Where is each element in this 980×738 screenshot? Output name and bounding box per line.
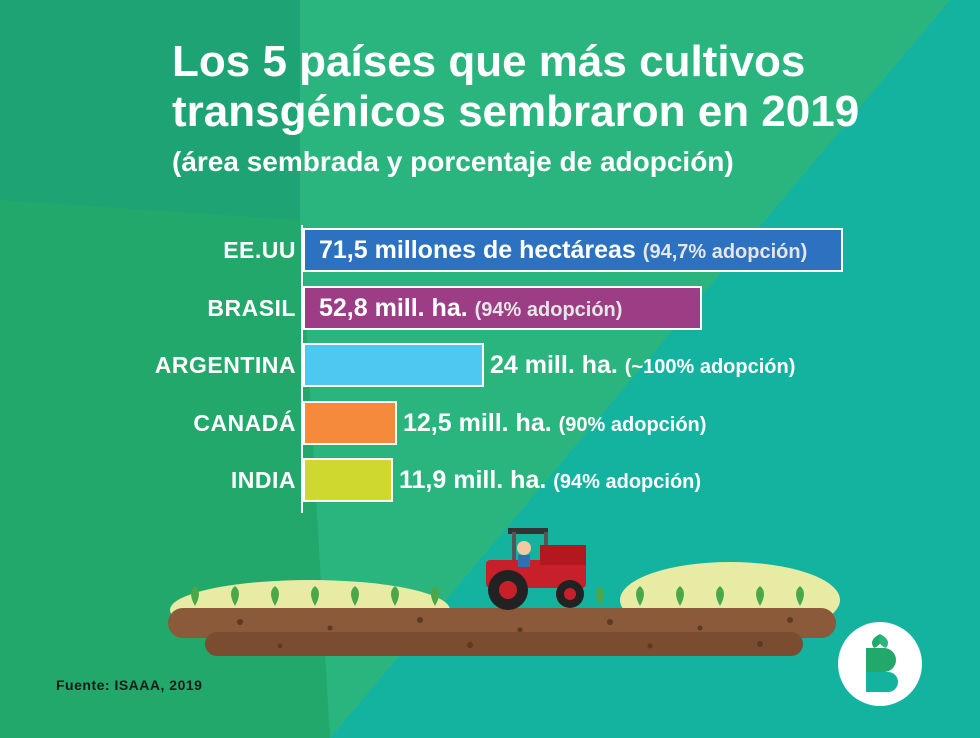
y-axis-line [301,225,303,513]
adoption-label: (94% adopción) [474,298,623,321]
chart-title-line-1: Los 5 países que más cultivos [172,37,806,86]
bar-argentina [303,343,484,387]
chart-subtitle: (área sembrada y porcentaje de adopción) [172,146,734,177]
value-label: 24 mill. ha. [490,351,625,379]
value-label: 71,5 millones de hectáreas [319,236,643,264]
biotech-b-logo-icon [838,622,922,706]
value-label: 52,8 mill. ha. [319,293,475,322]
data-label-ee-uu: 71,5 millones de hectáreas (94,7% adopci… [319,235,807,269]
bar-brasil [303,285,702,330]
adoption-label: (90% adopción) [558,413,707,436]
bar-ee-uu [303,228,843,272]
data-label-canada: 12,5 mill. ha. (90% adopción) [403,408,706,442]
adoption-label: (94% adopción) [553,471,702,493]
value-label: 11,9 mill. ha. [399,466,554,494]
tractor-field-icon [168,528,840,656]
value-label: 12,5 mill. ha. [403,408,559,437]
bar-india [303,458,393,502]
category-label-india: INDIA [230,467,296,493]
source-note: Fuente: ISAAA, 2019 [56,677,203,693]
adoption-label: (94,7% adopción) [642,241,808,263]
chart-title-line-2: transgénicos sembraron en 2019 [172,87,860,136]
category-label-brasil: BRASIL [207,294,296,321]
data-label-brasil: 52,8 mill. ha. (94% adopción) [319,293,622,327]
adoption-label: (~100% adopción) [624,356,796,378]
category-label-ee-uu: EE.UU [223,237,296,263]
category-label-canada: CANADÁ [193,409,296,436]
bar-canada [303,400,397,445]
category-label-argentina: ARGENTINA [154,352,296,378]
data-label-india: 11,9 mill. ha. (94% adopción) [399,465,701,499]
data-label-argentina: 24 mill. ha. (~100% adopción) [490,350,795,384]
